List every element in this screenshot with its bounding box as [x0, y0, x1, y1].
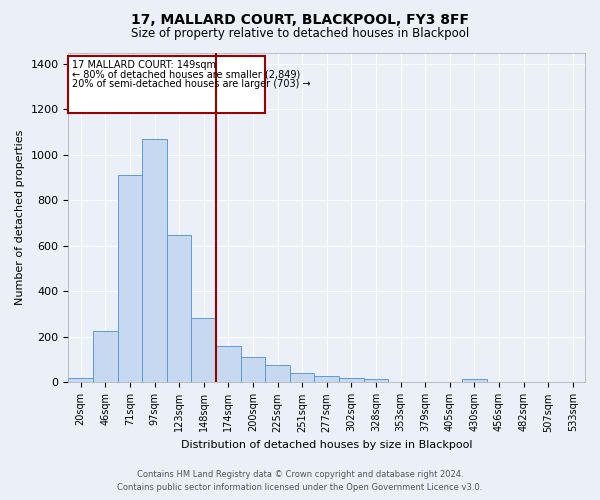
Bar: [290, 374, 314, 382]
Bar: [462, 380, 487, 382]
Text: Size of property relative to detached houses in Blackpool: Size of property relative to detached ho…: [131, 28, 469, 40]
Bar: [68, 378, 93, 382]
Bar: [265, 366, 290, 382]
Bar: [142, 139, 167, 382]
Bar: [314, 376, 339, 382]
Text: Contains HM Land Registry data © Crown copyright and database right 2024.
Contai: Contains HM Land Registry data © Crown c…: [118, 470, 482, 492]
FancyBboxPatch shape: [68, 56, 265, 113]
Bar: [118, 176, 142, 382]
Bar: [364, 378, 388, 382]
Bar: [167, 234, 191, 382]
X-axis label: Distribution of detached houses by size in Blackpool: Distribution of detached houses by size …: [181, 440, 472, 450]
Bar: [93, 331, 118, 382]
Bar: [241, 358, 265, 382]
Bar: [339, 378, 364, 382]
Bar: [191, 318, 216, 382]
Bar: [216, 346, 241, 383]
Text: ← 80% of detached houses are smaller (2,849): ← 80% of detached houses are smaller (2,…: [72, 70, 301, 80]
Text: 20% of semi-detached houses are larger (703) →: 20% of semi-detached houses are larger (…: [72, 78, 311, 88]
Text: 17 MALLARD COURT: 149sqm: 17 MALLARD COURT: 149sqm: [72, 60, 216, 70]
Text: 17, MALLARD COURT, BLACKPOOL, FY3 8FF: 17, MALLARD COURT, BLACKPOOL, FY3 8FF: [131, 12, 469, 26]
Y-axis label: Number of detached properties: Number of detached properties: [15, 130, 25, 305]
